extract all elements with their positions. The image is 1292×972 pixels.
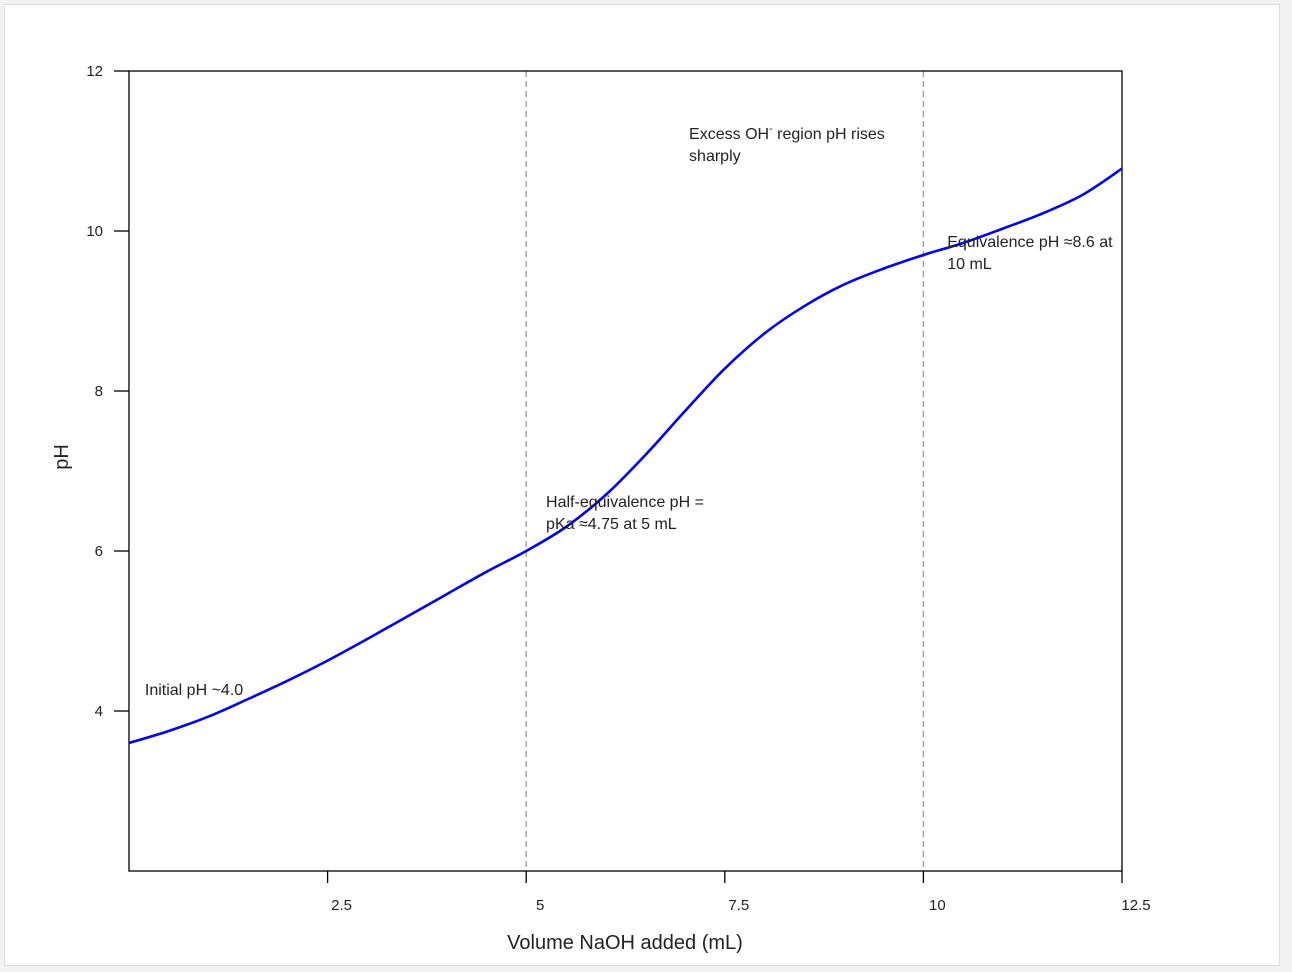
vertical-reference-lines	[525, 71, 925, 871]
y-axis-title: pH	[51, 444, 73, 470]
y-tick-label-2: 8	[95, 383, 103, 400]
annotation-half: Half-equivalence pH = pKa ≈4.75 at 5 mL	[546, 494, 704, 533]
x-tick-label-2: 7.5	[728, 897, 749, 914]
annotations: Initial pH ~4.0 Half-equivalence pH = pKa …	[145, 123, 1113, 699]
x-tick-label-4: 12.5	[1121, 897, 1150, 914]
y-tick-label-0: 4	[95, 703, 103, 720]
annotation-equiv-line-2: 10 mL	[947, 256, 992, 273]
x-tick-label-0: 2.5	[331, 897, 352, 914]
annotation-equiv-line-1: Equivalence pH ≈8.6 at	[947, 234, 1113, 251]
annotation-equiv: Equivalence pH ≈8.6 at 10 mL	[947, 234, 1113, 273]
annotation-suffix: region pH rises	[773, 126, 885, 143]
annotation-superscript: -	[769, 123, 773, 135]
annotation-excess-line-1: Excess OH- region pH rises	[689, 123, 885, 143]
annotation-excess: Excess OH- region pH rises sharply	[689, 123, 885, 165]
titration-chart: 2.5 5 7.5 10 12.5 4 6 8 10 12 Initial pH ~4.0 Half…	[51, 63, 1151, 954]
series-line-0	[128, 167, 1123, 745]
axis-ticks: 2.5 5 7.5 10 12.5 4 6 8 10 12	[86, 63, 1150, 914]
y-tick-label-3: 10	[86, 223, 103, 240]
x-tick-label-3: 10	[929, 897, 946, 914]
plot-area-frame	[128, 70, 1123, 872]
series-lines	[128, 167, 1123, 745]
x-tick-label-1: 5	[536, 897, 544, 914]
annotation-initial: Initial pH ~4.0	[145, 682, 243, 699]
chart-card: 2.5 5 7.5 10 12.5 4 6 8 10 12 Initial pH ~4.0 Half…	[4, 4, 1280, 966]
annotation-half-line-1: Half-equivalence pH =	[546, 494, 704, 511]
y-tick-label-1: 6	[95, 543, 103, 560]
annotation-initial-line-1: Initial pH ~4.0	[145, 682, 243, 699]
y-tick-label-4: 12	[86, 63, 103, 80]
annotation-half-line-2: pKa ≈4.75 at 5 mL	[546, 516, 677, 533]
x-axis-title: Volume NaOH added (mL)	[507, 932, 743, 954]
annotation-excess-line-2: sharply	[689, 148, 741, 165]
